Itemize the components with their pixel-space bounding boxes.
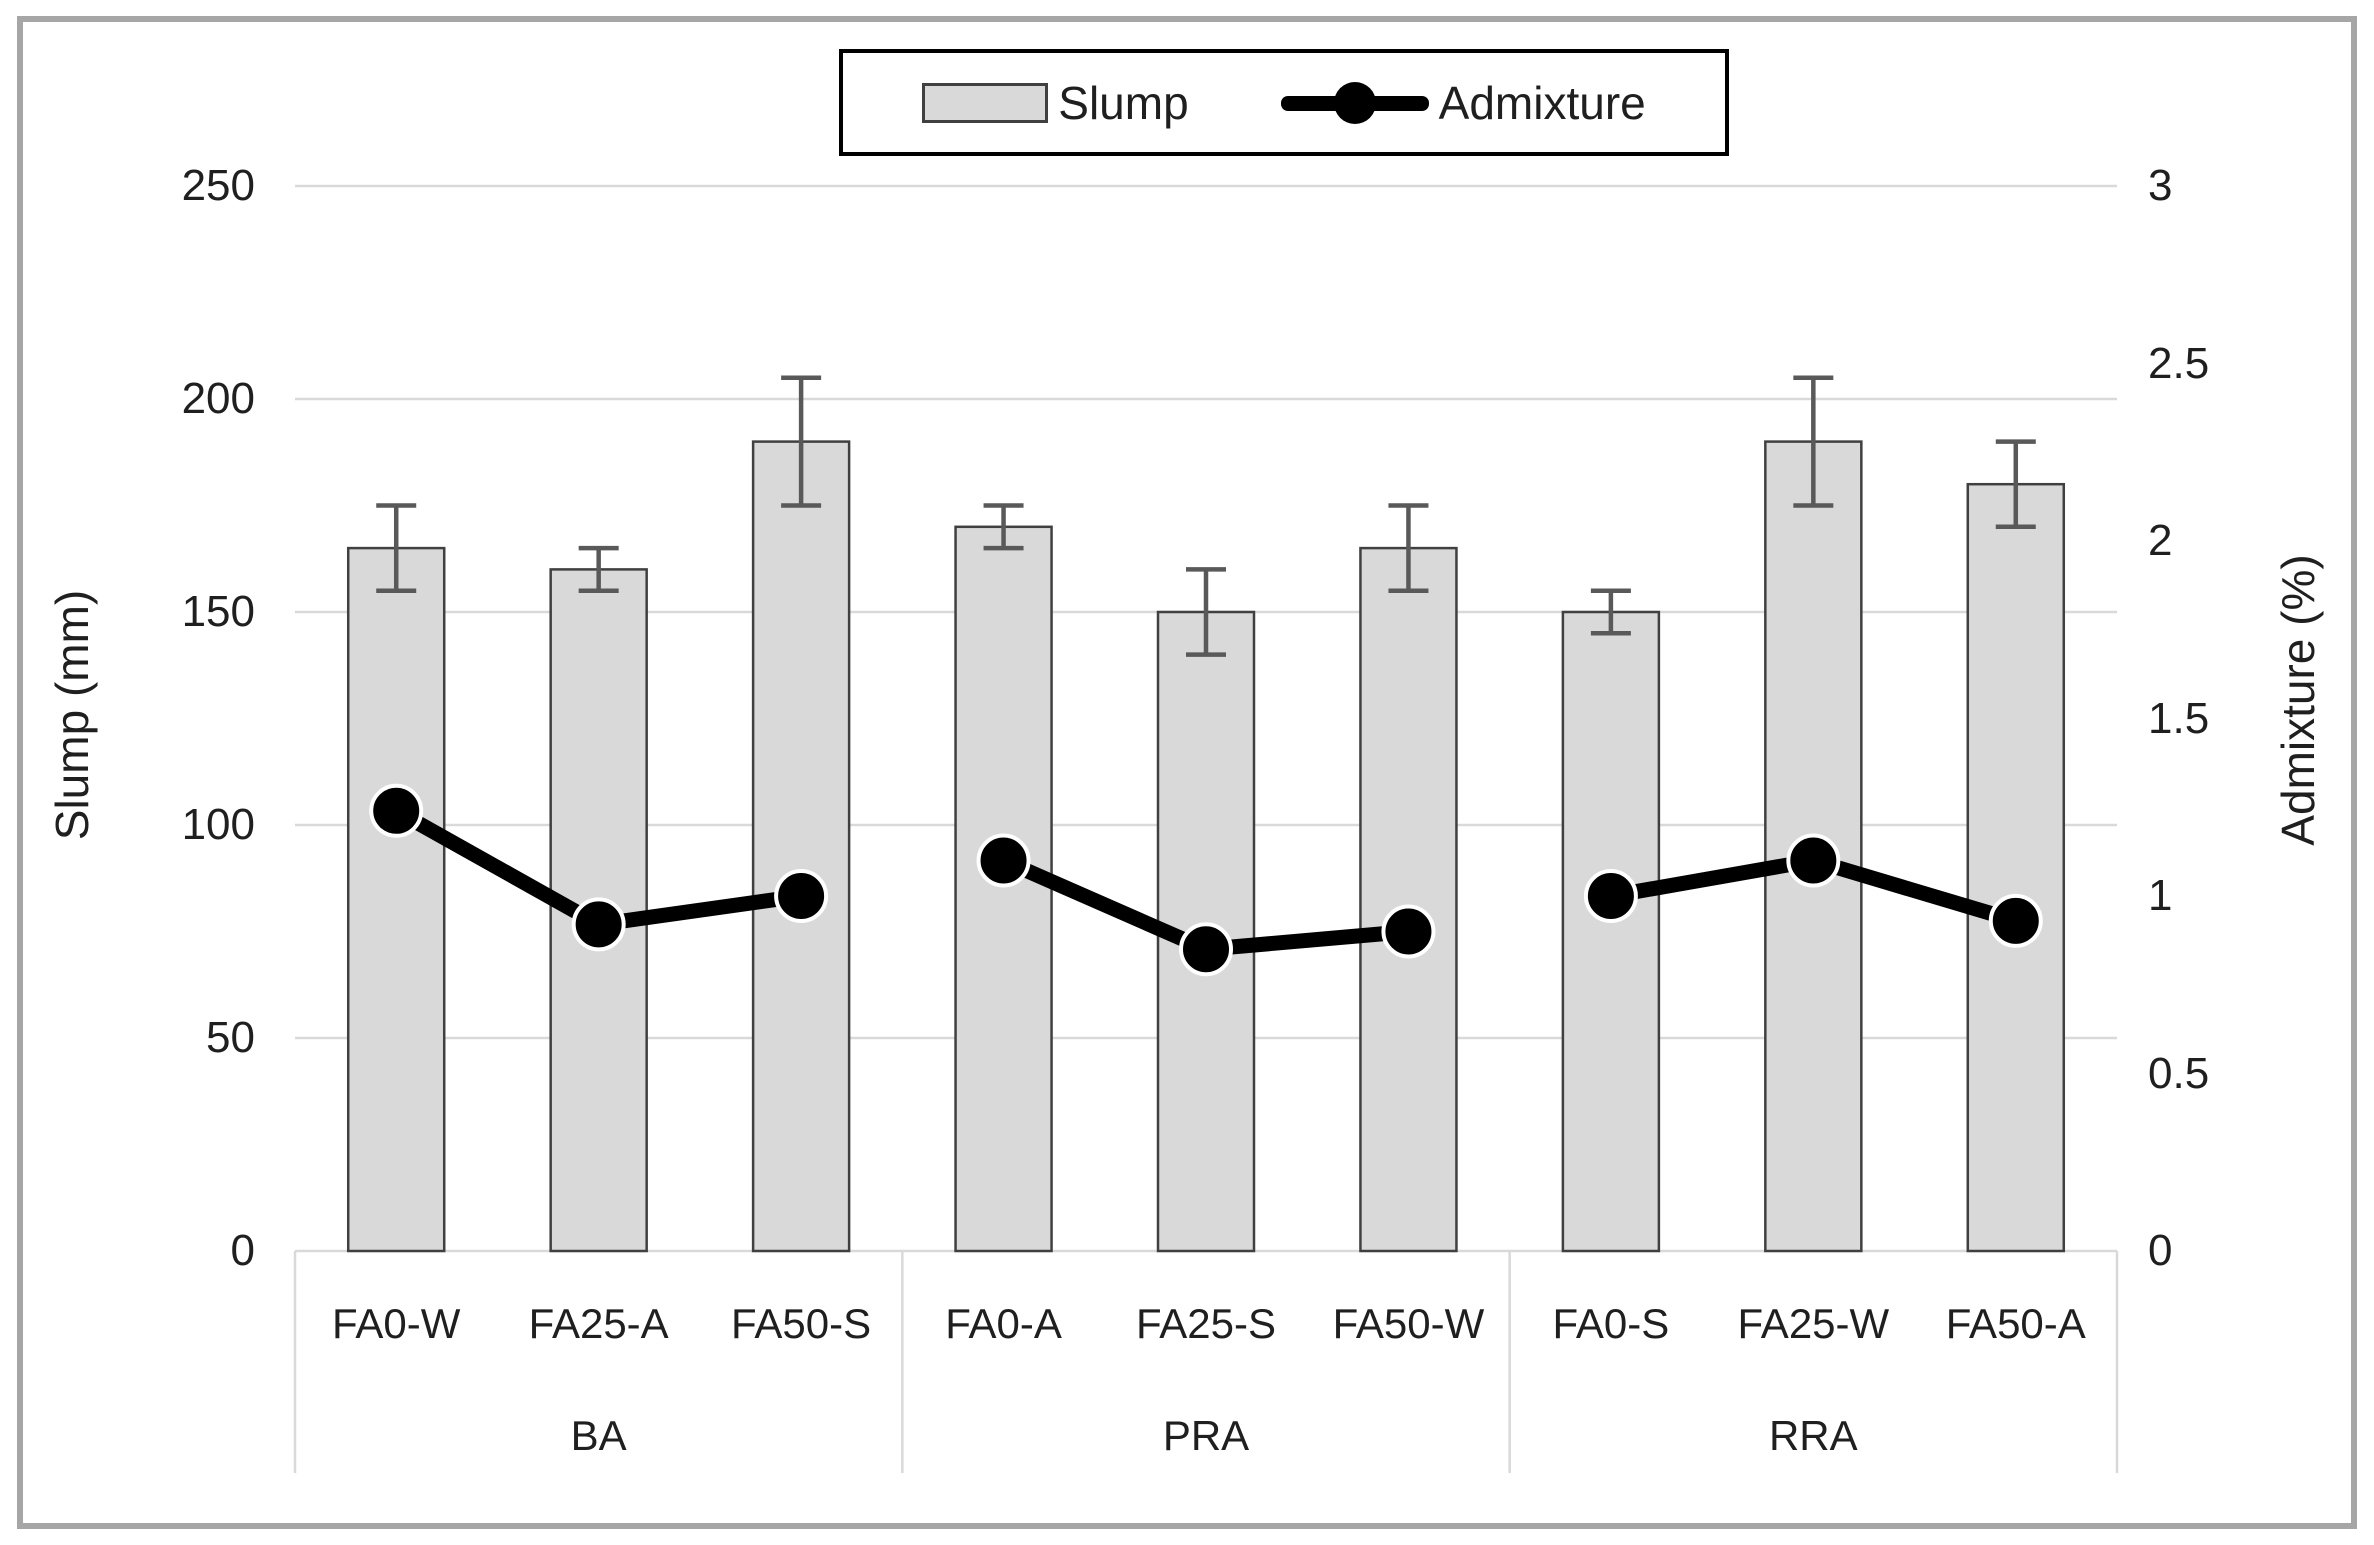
admixture-marker bbox=[369, 783, 424, 838]
group-label: PRA bbox=[1162, 1412, 1250, 1459]
admixture-marker bbox=[1179, 922, 1233, 977]
slump-bar bbox=[954, 525, 1053, 1253]
category-label: FA25-W bbox=[1737, 1300, 1890, 1347]
category-label: FA0-W bbox=[332, 1300, 461, 1347]
right-axis-tick: 2.5 bbox=[2148, 338, 2210, 388]
admixture-marker bbox=[1786, 833, 1841, 888]
slump-bar-swatch-icon bbox=[922, 82, 1049, 123]
right-axis-tick: 1.5 bbox=[2148, 693, 2210, 743]
slump-bar bbox=[1359, 546, 1458, 1253]
admixture-line-marker-icon bbox=[1280, 81, 1429, 125]
right-axis-tick: 0.5 bbox=[2148, 1048, 2210, 1098]
slump-bar bbox=[1966, 482, 2066, 1253]
slump-bar bbox=[751, 440, 851, 1253]
legend-admixture-label: Admixture bbox=[1438, 76, 1646, 129]
slump-bar bbox=[346, 546, 446, 1253]
left-axis-tick: 150 bbox=[181, 587, 255, 636]
legend-item-admixture: Admixture bbox=[1280, 76, 1646, 130]
legend-item-slump: Slump bbox=[922, 76, 1189, 130]
admixture-marker bbox=[571, 897, 626, 952]
group-label: RRA bbox=[1768, 1412, 1858, 1459]
admixture-marker bbox=[1583, 869, 1638, 923]
category-label: FA50-S bbox=[731, 1300, 872, 1347]
right-axis-tick: 0 bbox=[2148, 1226, 2173, 1275]
right-axis-tick: 1 bbox=[2148, 871, 2173, 920]
right-axis-tick: 2 bbox=[2148, 516, 2173, 565]
left-axis-tick: 50 bbox=[206, 1013, 255, 1062]
left-axis-tick: 200 bbox=[181, 374, 255, 423]
category-label: FA25-S bbox=[1135, 1300, 1277, 1347]
right-axis-tick: 3 bbox=[2148, 161, 2173, 210]
category-label: FA50-W bbox=[1332, 1300, 1485, 1347]
category-label: FA0-A bbox=[945, 1300, 1062, 1347]
category-label: FA50-A bbox=[1945, 1300, 2086, 1347]
category-label: FA0-S bbox=[1552, 1300, 1670, 1347]
left-axis-tick: 250 bbox=[181, 161, 255, 210]
admixture-marker bbox=[774, 869, 829, 923]
legend: Slump Admixture bbox=[839, 49, 1729, 156]
admixture-marker bbox=[1988, 893, 2043, 948]
slump-bar bbox=[1561, 610, 1661, 1253]
category-label: FA25-A bbox=[528, 1300, 669, 1347]
admixture-marker bbox=[1381, 904, 1436, 959]
left-axis-tick: 0 bbox=[230, 1226, 255, 1275]
group-label: BA bbox=[570, 1412, 627, 1459]
admixture-marker bbox=[976, 833, 1031, 888]
legend-slump-label: Slump bbox=[1058, 76, 1189, 129]
left-axis-tick: 100 bbox=[181, 800, 255, 849]
